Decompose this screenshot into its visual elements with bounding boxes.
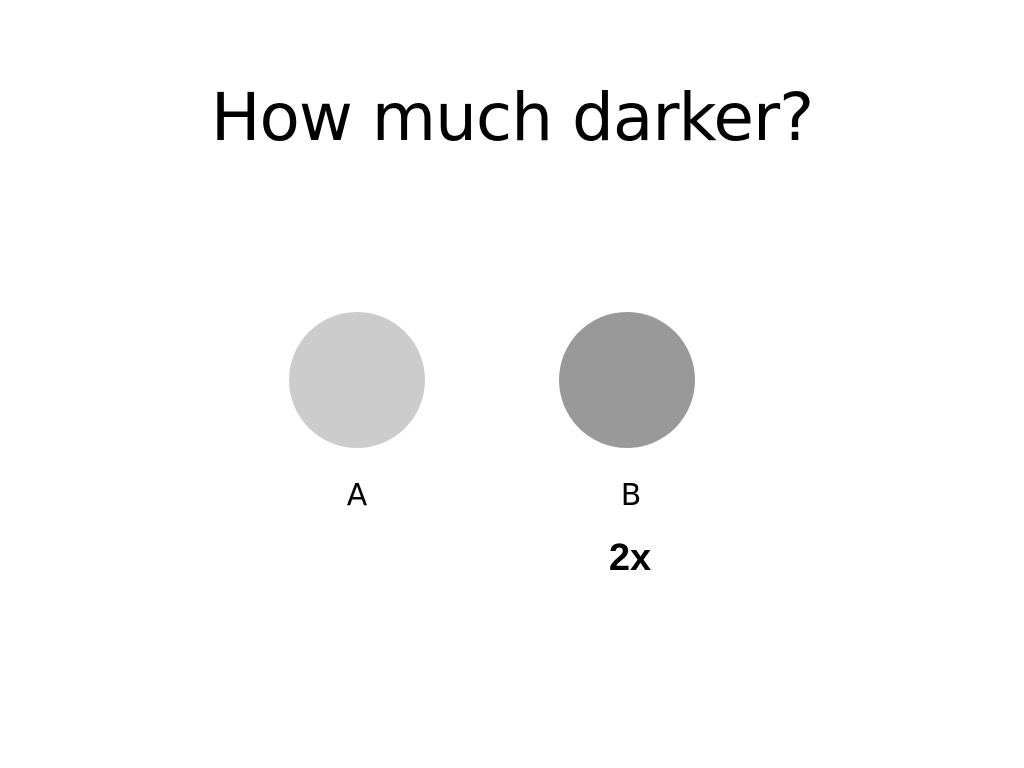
circle-a-label: A [346,478,368,513]
circle-b [559,312,695,448]
slide-title: How much darker? [210,79,814,156]
circle-b-label: B [620,478,642,513]
circle-a [289,312,425,448]
ratio-label: 2x [608,537,652,579]
